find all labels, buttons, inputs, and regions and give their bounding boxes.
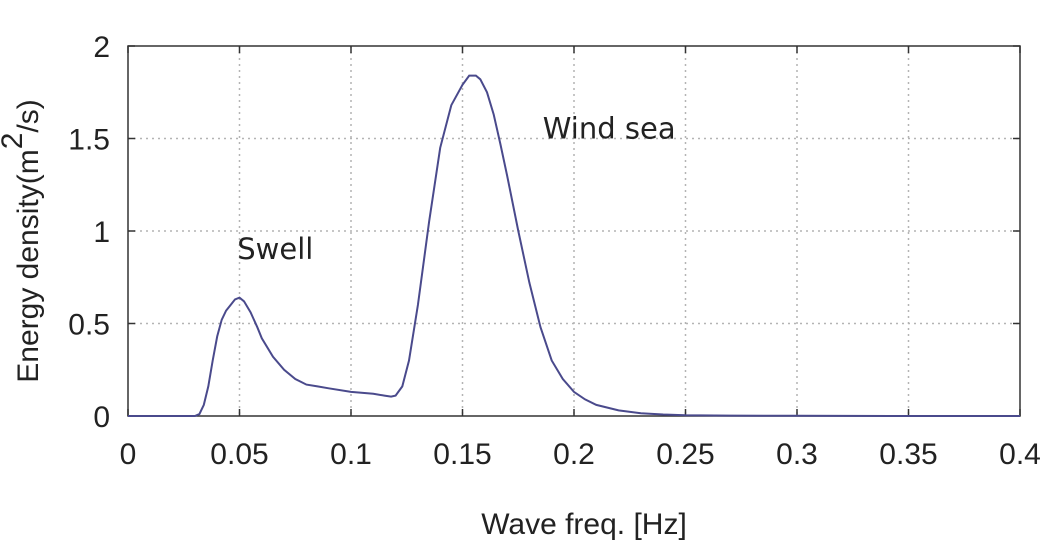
x-tick-labels: 0 0.05 0.1 0.15 0.2 0.25 0.3 0.35 0.4	[120, 438, 1041, 471]
x-tick-label: 0.25	[656, 438, 714, 471]
y-tick-label: 1.5	[68, 124, 110, 157]
x-tick-label: 0.35	[879, 438, 937, 471]
y-axis-label: Energy density(m2/s)	[0, 99, 45, 382]
annotation-swell: Swell	[237, 232, 313, 266]
y-axis-label-suffix: /s)	[12, 99, 45, 132]
x-tick-label: 0.05	[210, 438, 268, 471]
y-tick-label: 2	[93, 31, 110, 64]
annotations: Swell Wind sea	[237, 112, 675, 266]
x-tick-label: 0.15	[433, 438, 491, 471]
y-tick-label: 0.5	[68, 309, 110, 342]
y-tick-labels: 0 0.5 1 1.5 2	[68, 31, 110, 434]
y-axis-label-main: Energy density(m	[12, 149, 45, 382]
x-tick-label: 0	[120, 438, 137, 471]
x-axis-label: Wave freq. [Hz]	[481, 508, 687, 541]
annotation-wind-sea: Wind sea	[543, 112, 676, 146]
grid-lines	[128, 46, 1020, 416]
y-axis-label-superscript: 2	[0, 133, 29, 150]
energy-density-series-line	[128, 74, 1020, 417]
x-tick-label: 0.3	[776, 438, 818, 471]
x-tick-label: 0.1	[330, 438, 372, 471]
y-tick-label: 1	[93, 216, 110, 249]
x-tick-label: 0.4	[999, 438, 1041, 471]
y-tick-label: 0	[93, 401, 110, 434]
x-tick-label: 0.2	[553, 438, 595, 471]
